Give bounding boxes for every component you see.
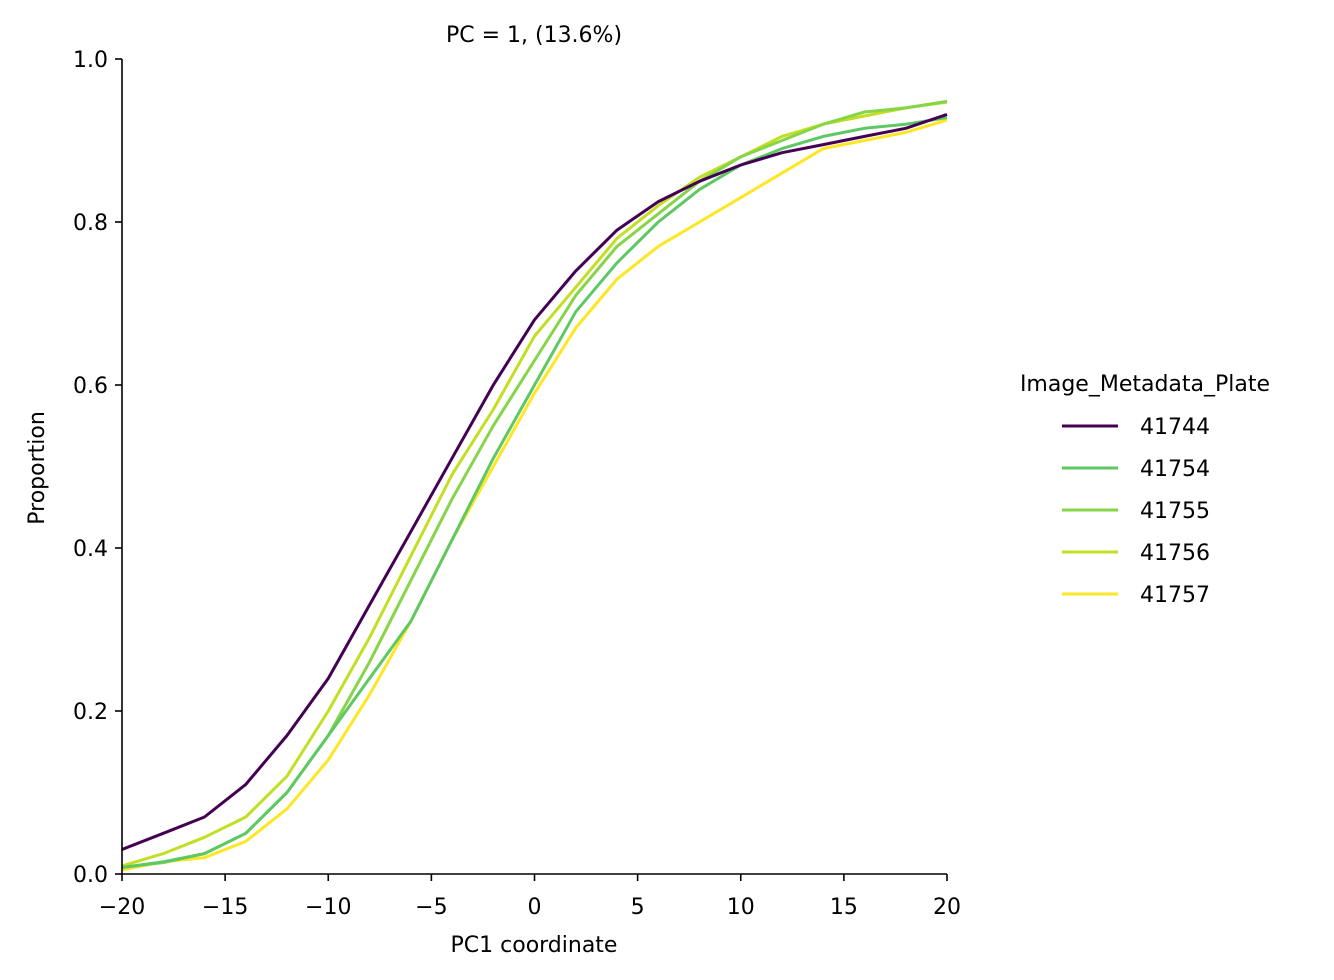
y-tick-label: 0.6 <box>73 374 108 399</box>
x-tick-label: 5 <box>631 895 645 920</box>
x-tick-label: 20 <box>933 895 961 920</box>
y-axis-label: Proportion <box>25 411 50 525</box>
legend-label-41757: 41757 <box>1140 583 1210 608</box>
legend-label-41754: 41754 <box>1140 457 1210 482</box>
y-tick-label: 0.0 <box>73 863 108 888</box>
x-tick-label: −20 <box>99 895 145 920</box>
chart-title: PC = 1, (13.6%) <box>446 23 622 48</box>
series-line-41744 <box>121 112 948 851</box>
series-line-41755 <box>121 99 948 869</box>
legend-title: Image_Metadata_Plate <box>1020 372 1270 397</box>
legend-label-41755: 41755 <box>1140 499 1210 524</box>
series-line-41756 <box>121 100 948 868</box>
x-tick-label: 15 <box>830 895 858 920</box>
y-tick-label: 1.0 <box>73 48 108 73</box>
series-layer <box>121 99 948 872</box>
x-tick-label: 0 <box>528 895 542 920</box>
y-tick-label: 0.2 <box>73 700 108 725</box>
legend: Image_Metadata_Plate 41744 41754 41755 4175… <box>1020 372 1270 608</box>
plot-area: −20 −15 −10 −5 0 5 10 15 20 0.0 0.2 0.4 0.6 0.8 1.0 <box>73 48 961 920</box>
x-tick-label: −5 <box>415 895 447 920</box>
y-tick-label: 0.4 <box>73 537 108 562</box>
legend-label-41744: 41744 <box>1140 415 1210 440</box>
legend-label-41756: 41756 <box>1140 541 1210 566</box>
y-tick-label: 0.8 <box>73 211 108 236</box>
x-tick-label: −15 <box>202 895 248 920</box>
x-tick-label: −10 <box>305 895 351 920</box>
x-tick-label: 10 <box>727 895 755 920</box>
x-ticks: −20 −15 −10 −5 0 5 10 15 20 <box>99 874 961 920</box>
x-axis-label: PC1 coordinate <box>451 933 618 958</box>
series-line-41757 <box>121 118 948 872</box>
legend-items: 41744 41754 41755 41756 41757 <box>1062 415 1210 608</box>
y-ticks: 0.0 0.2 0.4 0.6 0.8 1.0 <box>73 48 122 888</box>
series-line-41754 <box>121 116 948 869</box>
